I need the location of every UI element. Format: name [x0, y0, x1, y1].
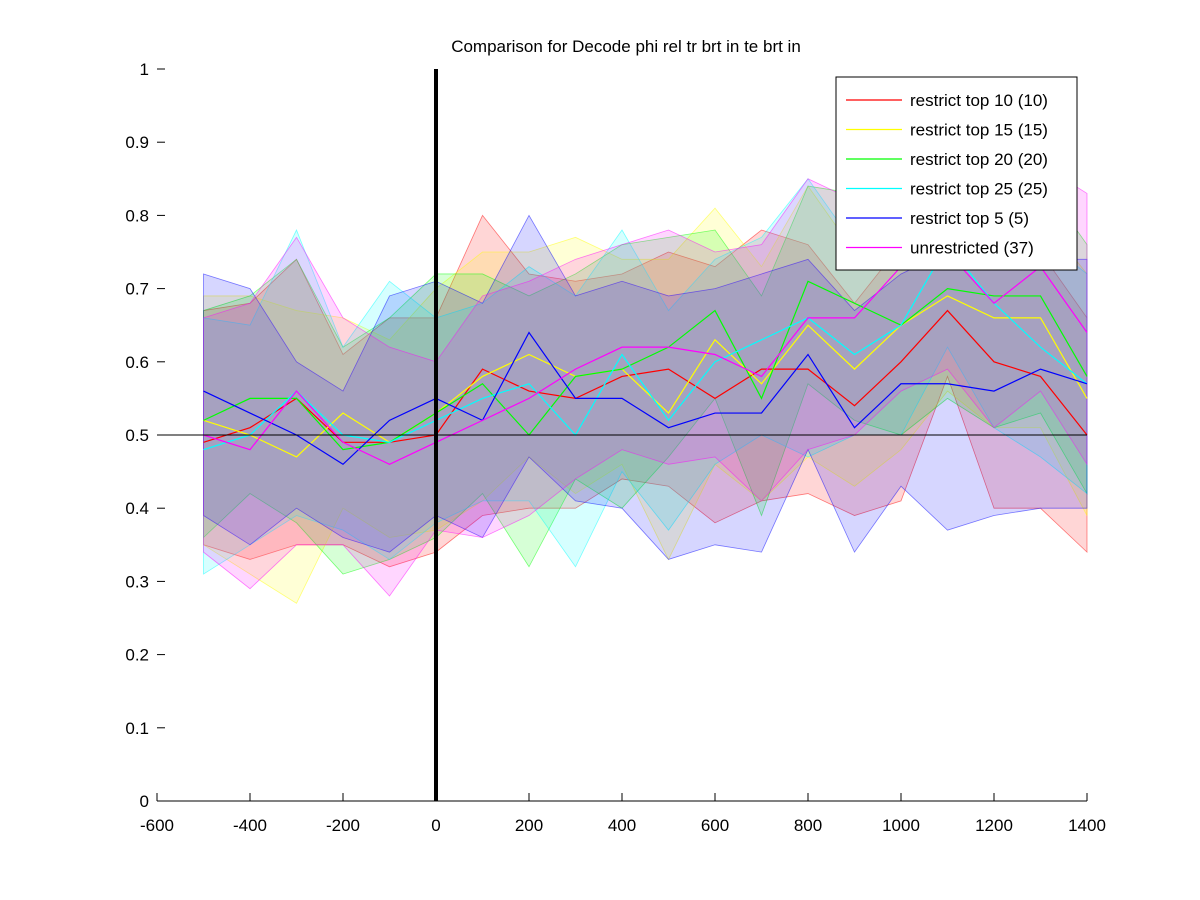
x-tick-label: 600 [701, 816, 729, 835]
legend-label-4: restrict top 25 (25) [910, 180, 1048, 199]
reference-lines [157, 69, 1087, 801]
chart-title: Comparison for Decode phi rel tr brt in … [451, 37, 801, 56]
x-tick-label: -400 [233, 816, 267, 835]
y-tick-label: 0.7 [125, 280, 149, 299]
legend: restrict top 10 (10) restrict top 15 (15)… [835, 76, 1078, 271]
legend-label-2: restrict top 15 (15) [910, 121, 1048, 140]
line-series-5 [203, 331, 1088, 466]
x-tick-label: -600 [140, 816, 174, 835]
line-series-3 [203, 280, 1088, 451]
x-tick-label: 1200 [975, 816, 1013, 835]
legend-label-3: restrict top 20 (20) [910, 150, 1048, 169]
x-tick-label: 1000 [882, 816, 920, 835]
series-lines [203, 243, 1088, 466]
legend-label-1: restrict top 10 (10) [910, 91, 1048, 110]
y-tick-label: 0.4 [125, 499, 149, 518]
x-tick-label: 200 [515, 816, 543, 835]
axes: -600 -400 -200 0 200 400 600 800 1000 1200 1400 0 0.… [125, 60, 1106, 835]
x-tick-label: 0 [431, 816, 440, 835]
legend-box [835, 76, 1078, 271]
y-tick-label: 0.6 [125, 353, 149, 372]
legend-label-6: unrestricted (37) [910, 239, 1034, 258]
y-tick-label: 1 [140, 60, 149, 79]
band-series-2 [203, 185, 1088, 604]
x-tick-label: 1400 [1068, 816, 1106, 835]
y-tick-label: 0 [140, 792, 149, 811]
y-tick-label: 0.3 [125, 572, 149, 591]
y-tick-label: 0.2 [125, 646, 149, 665]
x-tick-label: -200 [326, 816, 360, 835]
line-series-1 [203, 309, 1088, 443]
y-tick-label: 0.1 [125, 719, 149, 738]
x-tick-label: 800 [794, 816, 822, 835]
y-tick-label: 0.9 [125, 133, 149, 152]
line-series-2 [203, 295, 1088, 458]
x-tick-label: 400 [608, 816, 636, 835]
legend-label-5: restrict top 5 (5) [910, 209, 1029, 228]
y-tick-label: 0.8 [125, 206, 149, 225]
y-tick-label: 0.5 [125, 426, 149, 445]
